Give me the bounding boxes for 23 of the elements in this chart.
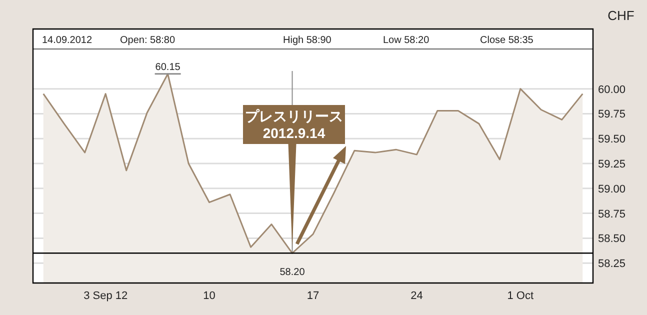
text: Close 58:35 [480, 35, 534, 46]
y-tick-label: 59.75 [598, 108, 626, 121]
y-tick-label: 60.00 [598, 84, 626, 96]
y-tick-label: 59.00 [598, 183, 626, 196]
callout: プレスリリース 2012.9.14 [243, 105, 345, 250]
y-tick-label: 58.25 [598, 258, 626, 270]
text: Low 58:20 [383, 35, 430, 46]
annotation: プレスリリース 2012.9.14 [245, 108, 343, 141]
text: Open: 58:80 [120, 35, 176, 46]
x-tick-label: 3 Sep 12 [84, 290, 128, 302]
x-tick-label: 1 Oct [507, 290, 534, 302]
y-tick-label: 58.75 [598, 208, 626, 220]
y-tick-label: 58.50 [598, 233, 626, 246]
x-tick-label: 17 [306, 290, 320, 302]
y-tick-label: 59.25 [598, 158, 626, 171]
annotation: 58.20 [280, 267, 306, 278]
text: High 58:90 [283, 35, 332, 46]
x-tick-label: 10 [203, 290, 216, 302]
text: 14.09.2012 [42, 35, 92, 46]
y-tick-label: 59.50 [598, 134, 626, 146]
y-axis-title: CHF [608, 8, 634, 23]
x-tick-label: 24 [410, 290, 423, 302]
data-label: 60.15 [155, 62, 181, 73]
